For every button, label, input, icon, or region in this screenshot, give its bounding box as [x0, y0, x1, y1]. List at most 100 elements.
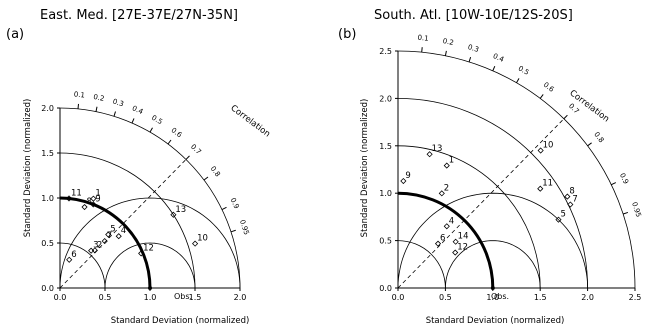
panel-b-point-label: 1 [449, 156, 454, 166]
panel-b-point-marker [537, 185, 544, 192]
panel-a-corr-tick-mark [95, 106, 98, 112]
panel-a-x-tick-label: 0.0 [54, 293, 67, 302]
panel-b-std-arc [397, 50, 636, 289]
panel-a-y-tick-label: 1.0 [41, 194, 54, 203]
panel-b-point-marker [443, 223, 450, 230]
panel-b-corr-tick-label: 0.5 [517, 64, 531, 76]
panel-b-point-marker [426, 151, 433, 158]
panel-a-corr-tick-mark [167, 139, 172, 145]
panel-b-point-label: 4 [449, 216, 454, 226]
panel-a-point-label: 11 [71, 188, 82, 198]
panel-a-rms-arc [59, 197, 241, 289]
panel-a-point-label: 13 [175, 205, 186, 215]
panel-b-point-label: 10 [543, 141, 554, 151]
panel-a-point-marker [90, 201, 97, 208]
panel-b-corr-tick-mark [622, 211, 629, 215]
panel-b-x-tick-label: 2.5 [629, 293, 642, 302]
panel-b-point-marker [564, 193, 571, 200]
panel-b-y-tick-label: 1.5 [379, 142, 392, 151]
panel-a-point-marker [138, 250, 145, 257]
panel-b-y-axis-label: Standard Deviation (normalized) [360, 99, 370, 238]
panel-a-y-tick-label: 1.5 [41, 149, 54, 158]
panel-a-correlation-label: Correlation [228, 103, 271, 139]
panel-b-corr-tick-mark [516, 78, 520, 84]
panel-b-corr-tick-label: 0.95 [630, 201, 642, 218]
panel-b-y-tick-label: 1.0 [379, 189, 392, 198]
panel-b-corr-tick-label: 0.2 [442, 37, 455, 47]
panel-b-std-arc [397, 240, 446, 289]
panel-b-x-tick-label: 1.0 [486, 293, 499, 302]
panel-a-x-tick-label: 1.0 [144, 293, 157, 302]
panel-b-point-label: 7 [572, 195, 577, 205]
panel-a-point-label: 1 [95, 189, 100, 199]
panel-b-y-tick-label: 0.0 [379, 284, 392, 293]
panel-b-corr-tick-label: 0.6 [542, 81, 556, 94]
panel-b-reference-arc [397, 191, 495, 289]
panel-b-point-marker [452, 238, 459, 245]
panel-a-corr-tick-mark [77, 103, 79, 109]
panel-b-corr-tick-mark [468, 56, 472, 63]
panel-b-point-marker [537, 147, 544, 154]
panel-a-point-label: 9 [95, 194, 100, 204]
panel-a-obs-marker [148, 286, 152, 290]
panel-b-obs-marker [490, 286, 495, 290]
panel-a-point-marker [65, 195, 73, 202]
panel-a-corr-tick-mark [203, 176, 209, 181]
panel-a-corr-tick-label: 0.1 [73, 90, 85, 99]
panel-a-reference-arc [59, 196, 152, 289]
panel-b-point-label: 8 [569, 187, 574, 197]
panel-a-corr-tick-label: 0.5 [150, 114, 164, 126]
panel-b-point-marker [567, 201, 574, 208]
panel-a-y-tick-label: 0.0 [41, 284, 54, 293]
panel-b-point-label: 6 [440, 234, 445, 244]
panel-a-corr-tick-mark [149, 127, 153, 133]
panel-a-point-label: 12 [143, 243, 154, 253]
panel-a-std-arc [59, 242, 106, 289]
panel-a-y-tick-label: 2.0 [41, 104, 54, 113]
panel-a-point-label: 6 [71, 250, 76, 260]
panel-b-y-tick-label: 0.5 [379, 237, 392, 246]
panel-a-point-label: 8 [87, 197, 92, 207]
panel-a-corr-tick-mark [113, 111, 116, 117]
panel-a-obs-label: Obs. [174, 292, 192, 301]
panel-b-point-label: 11 [542, 179, 553, 189]
panel-a-point-label: 4 [121, 226, 126, 236]
panel-a-y-axis-label: Standard Deviation (normalized) [23, 99, 33, 238]
panel-a-corr-tick-label: 0.6 [170, 126, 184, 139]
panel-b-rms-arc [397, 192, 588, 289]
panel-b-point-marker [452, 249, 459, 256]
panel-a-x-axis-label: Standard Deviation (normalized) [111, 316, 250, 326]
panel-b-corr-tick-mark [421, 47, 423, 53]
panel-b-point-marker [438, 190, 445, 197]
panel-b-corr-tick-label: 0.3 [467, 43, 480, 54]
panel-a-point-marker [115, 233, 122, 240]
panel-a-point-marker [66, 256, 73, 263]
panel-b-x-tick-label: 1.5 [534, 293, 547, 302]
panel-a-corr-tick-label: 0.9 [229, 197, 241, 211]
panel-a-point-marker [81, 203, 88, 211]
panel-a-corr-line-0.7 [59, 159, 187, 289]
panel-b-corr-tick-mark [611, 182, 617, 186]
panel-b-corr-tick-label: 0.1 [417, 34, 429, 43]
panel-a-x-tick-label: 2.0 [234, 293, 247, 302]
panel-b-corr-tick-mark [539, 94, 544, 99]
panel-a-corr-tick-mark [131, 118, 135, 124]
panel-b-x-axis-label: Standard Deviation (normalized) [426, 316, 565, 326]
panel-a-point-label: 7 [107, 231, 112, 241]
panel-a-point-label: 5 [110, 225, 115, 235]
panel-a-corr-tick-label: 0.7 [189, 143, 203, 157]
panel-a-point-marker [170, 211, 177, 218]
panel-b-corr-tick-mark [492, 66, 496, 71]
panel-a-std-arc [59, 107, 241, 289]
panel-b-point-label: 12 [457, 243, 468, 253]
panel-b-corr-tick-label: 0.8 [592, 131, 605, 145]
panel-a-east-med: (a) East. Med. [27E-37E/27N-35N] Standar… [6, 8, 272, 326]
panel-a-point-marker [88, 247, 95, 254]
panel-b-point-marker [443, 162, 450, 169]
panel-b-point-label: 9 [405, 171, 410, 181]
panel-a-corr-tick-mark [230, 229, 236, 233]
panel-a-corr-tick-mark [185, 155, 190, 160]
panel-a-point-label: 2 [97, 240, 102, 250]
panel-a-point-marker [105, 231, 112, 238]
